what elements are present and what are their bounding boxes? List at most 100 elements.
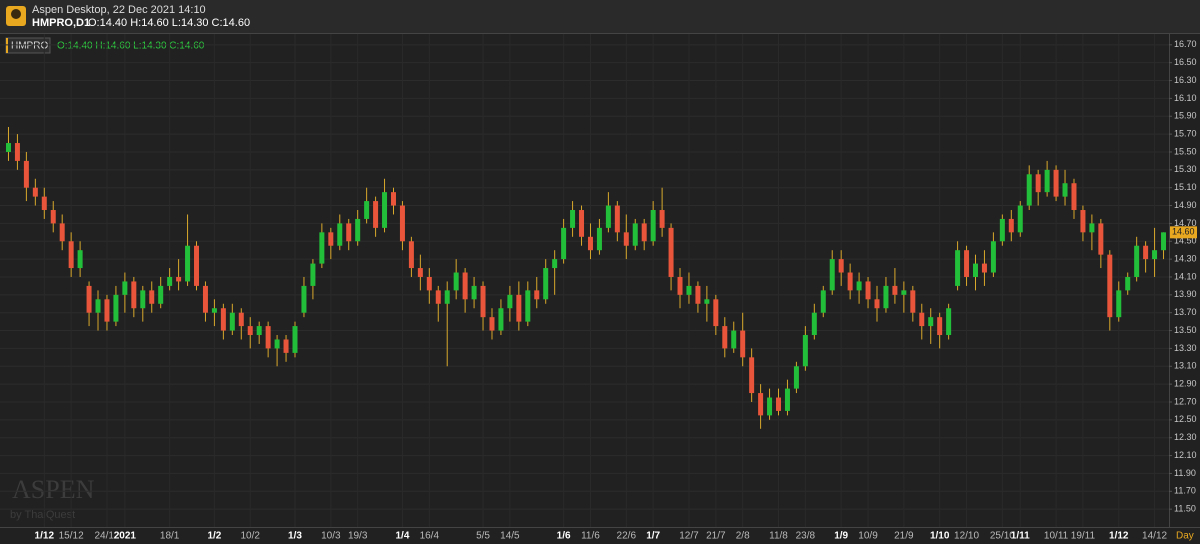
x-tick-label: 11/6: [581, 531, 600, 542]
candle-body: [382, 192, 388, 228]
last-price-label: 14.60: [1172, 227, 1195, 237]
candle-body: [981, 263, 987, 273]
x-tick-label: 10/9: [858, 531, 878, 542]
symbol-period: HMPRO,D1: [32, 17, 90, 29]
y-tick-label: 14.10: [1174, 271, 1197, 281]
x-tick-label: 21/9: [894, 531, 914, 542]
x-tick-label: 1/12: [1109, 531, 1129, 542]
candle-body: [408, 241, 414, 269]
y-tick-label: 16.70: [1174, 39, 1197, 49]
candle-body: [999, 218, 1005, 242]
candle-body: [579, 210, 585, 237]
candle-body: [14, 143, 20, 161]
symbol-marker: [6, 38, 8, 53]
candle-body: [1017, 205, 1023, 233]
candle-body: [113, 294, 119, 322]
candle-body: [650, 210, 656, 242]
candle-body: [68, 241, 74, 269]
candle-body: [59, 223, 65, 242]
y-tick-label: 13.90: [1174, 289, 1197, 299]
y-tick-label: 16.30: [1174, 75, 1197, 85]
x-tick-label: 23/8: [796, 531, 816, 542]
candle-body: [516, 294, 522, 322]
candle-body: [802, 335, 808, 367]
candle-body: [668, 227, 674, 277]
candle-body: [1071, 183, 1077, 211]
candle-body: [1035, 174, 1041, 193]
candle-body: [390, 192, 396, 206]
candle-body: [713, 299, 719, 327]
x-tick-label: 22/6: [617, 531, 637, 542]
watermark-sub: by ThaiQuest: [10, 509, 75, 521]
x-tick-label: 21/7: [706, 531, 726, 542]
candle-body: [355, 218, 361, 242]
candle-body: [856, 281, 862, 291]
candle-body: [77, 250, 83, 269]
candle-body: [587, 236, 593, 251]
candle-body: [695, 285, 701, 304]
candle-body: [937, 317, 943, 336]
y-tick-label: 16.10: [1174, 93, 1197, 103]
y-tick-label: 11.50: [1174, 504, 1196, 514]
x-tick-label: 5/5: [476, 531, 490, 542]
x-tick-label: 1/10: [930, 531, 950, 542]
candle-body: [659, 210, 665, 228]
candle-body: [964, 250, 970, 277]
candle-body: [471, 285, 477, 300]
candle-body: [614, 205, 620, 233]
symbol-label: HMPRO: [11, 41, 48, 52]
candle-body: [892, 285, 898, 295]
candle-body: [453, 272, 459, 291]
app-title: Aspen Desktop, 22 Dec 2021 14:10: [32, 4, 206, 16]
candle-body: [758, 393, 764, 416]
x-tick-label: 1/9: [834, 531, 848, 542]
candle-body: [623, 232, 629, 246]
y-tick-label: 14.30: [1174, 253, 1197, 263]
y-tick-label: 13.10: [1174, 361, 1197, 371]
x-tick-label: 1/6: [557, 531, 571, 542]
x-tick-label: 12/10: [954, 531, 979, 542]
candle-body: [570, 210, 576, 228]
candle-body: [220, 308, 226, 331]
y-tick-label: 15.70: [1174, 128, 1197, 138]
candle-body: [990, 241, 996, 273]
candle-body: [185, 245, 191, 282]
candle-body: [838, 259, 844, 273]
candle-body: [140, 290, 146, 309]
candle-body: [328, 232, 334, 246]
candle-body: [1053, 169, 1059, 197]
candle-body: [722, 326, 728, 349]
candle-body: [158, 285, 164, 304]
candle-body: [1044, 169, 1050, 193]
candle-body: [507, 294, 513, 309]
x-tick-label: 25/10: [990, 531, 1015, 542]
candle-body: [596, 227, 602, 251]
candle-body: [346, 223, 352, 242]
candle-body: [1026, 174, 1032, 206]
candle-body: [829, 259, 835, 291]
candle-body: [194, 245, 200, 286]
candle-body: [632, 223, 638, 246]
x-tick-label: 14/12: [1142, 531, 1167, 542]
y-tick-label: 11.70: [1174, 486, 1196, 496]
candle-body: [749, 357, 755, 394]
x-tick-label: 24/12: [94, 531, 119, 542]
y-tick-label: 12.90: [1174, 379, 1197, 389]
candle-body: [95, 299, 101, 313]
candle-body: [1080, 210, 1086, 233]
candle-body: [104, 299, 110, 322]
candle-body: [883, 285, 889, 309]
candle-body: [704, 299, 710, 304]
x-tick-label: 19/3: [348, 531, 368, 542]
candle-body: [784, 388, 790, 411]
candle-body: [167, 276, 173, 286]
candle-body: [480, 285, 486, 318]
candle-body: [767, 397, 773, 416]
candle-body: [238, 312, 244, 327]
candle-body: [972, 263, 978, 277]
candle-body: [41, 196, 47, 211]
x-tick-label: 1/2: [207, 531, 221, 542]
